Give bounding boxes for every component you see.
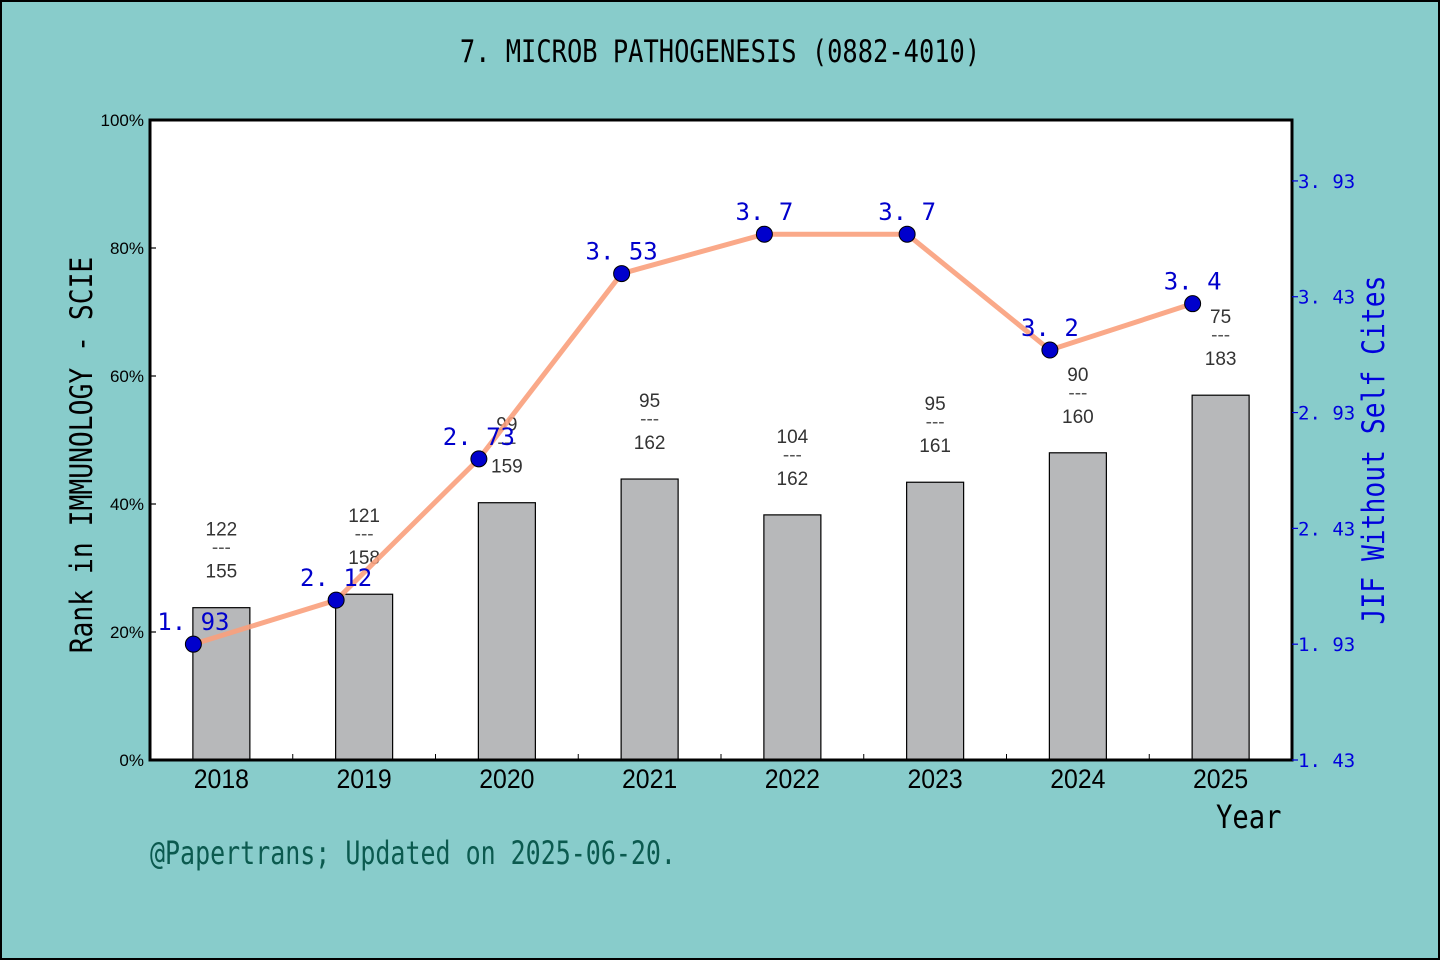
jif-value-label: 2. 73 [443,423,515,451]
y-tick-right: 3. 93 [1298,171,1355,193]
svg-text:160: 160 [1062,407,1094,428]
svg-text:---: --- [497,433,516,454]
jif-marker-2023 [898,225,916,243]
rank-label-2023: 95--- 161 [919,394,951,457]
jif-marker-2018 [184,635,202,653]
svg-text:104: 104 [777,427,809,448]
jif-value-label: 2. 12 [300,564,372,592]
svg-text:---: --- [926,412,945,433]
y-axis-left-label: Rank in IMMUNOLOGY - SCIE [64,256,100,654]
x-tick-label: 2024 [1050,765,1105,794]
svg-text:159: 159 [491,457,523,478]
svg-text:183: 183 [1205,349,1237,370]
y-tick-right: 1. 43 [1298,750,1355,772]
y-tick-left: 60% [110,367,144,386]
jif-line-series: 1. 93 2. 12 2. 73 3. 53 3. 7 3. 7 3. 2 3. 4 [157,198,1222,653]
jif-line [192,231,1194,647]
y-tick-right: 3. 43 [1298,287,1355,309]
svg-text:121: 121 [348,506,380,527]
rank-label-2024: 90--- 160 [1062,365,1094,428]
svg-text:90: 90 [1067,365,1088,386]
jif-marker-2024 [1041,341,1059,359]
bar-series [192,394,1250,761]
y-tick-right: 2. 43 [1298,518,1355,540]
jif-value-label: 3. 7 [878,198,936,226]
svg-text:162: 162 [777,469,809,490]
x-tick-label: 2020 [479,765,534,794]
jif-marker-2022 [755,225,773,243]
y-tick-left: 100% [101,111,144,130]
jif-value-label: 1. 93 [157,608,229,636]
svg-text:---: --- [640,409,659,430]
svg-text:---: --- [783,445,802,466]
chart-title: 7. MICROB PATHOGENESIS (0882-4010) [459,34,981,70]
rank-label-2018: 122--- 155 [206,520,238,583]
jif-value-label: 3. 53 [586,238,658,266]
svg-text:95: 95 [925,394,946,415]
jif-value-label: 3. 2 [1021,314,1079,342]
jif-marker-2021 [613,265,631,283]
rank-label-2022: 104--- 162 [777,427,809,490]
jif-marker-2019 [327,591,345,609]
y-tick-left: 20% [110,623,144,642]
x-tick-label: 2025 [1193,765,1248,794]
svg-text:161: 161 [919,436,951,457]
y-tick-right: 2. 93 [1298,403,1355,425]
x-tick-label: 2022 [765,765,820,794]
bar-2019 [335,593,394,761]
x-tick-label: 2019 [336,765,391,794]
y-tick-left: 0% [119,751,144,770]
rank-label-2025: 75--- 183 [1205,307,1237,370]
svg-text:95: 95 [639,391,660,412]
bar-2022 [763,514,822,761]
footer-credit: @Papertrans; Updated on 2025-06-20. [150,834,676,872]
y-axis-right-label: JIF Without Self Cites [1356,275,1392,625]
bar-2021 [620,478,679,761]
x-tick-label: 2021 [622,765,677,794]
y-tick-right: 1. 93 [1298,634,1355,656]
plot-area [150,120,1292,760]
svg-text:---: --- [212,538,231,559]
x-tick-label: 2023 [907,765,962,794]
svg-text:75: 75 [1210,307,1231,328]
jif-value-label: 3. 7 [735,198,793,226]
x-axis-label: Year [1216,798,1282,836]
rank-label-2021: 95--- 162 [634,391,666,454]
bar-2020 [477,502,536,761]
svg-text:---: --- [1211,325,1230,346]
bar-2024 [1048,452,1107,761]
svg-text:---: --- [355,524,374,545]
svg-text:162: 162 [634,433,666,454]
y-tick-left: 40% [110,495,144,514]
axes: 0% 20% 40% 60% 80% 100% 1. 43 1. 93 2. 43 2. 93 3.… [101,111,1356,794]
svg-text:---: --- [1068,383,1087,404]
x-tick-label: 2018 [194,765,249,794]
svg-text:155: 155 [206,562,238,583]
bar-2023 [906,481,965,761]
jif-marker-2020 [470,450,488,468]
jif-value-label: 3. 4 [1164,268,1222,296]
svg-text:122: 122 [206,520,238,541]
y-tick-left: 80% [110,239,144,258]
bar-2025 [1191,394,1250,761]
jif-marker-2025 [1184,295,1202,313]
